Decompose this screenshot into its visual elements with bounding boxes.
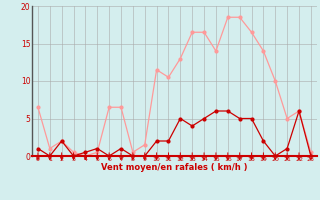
X-axis label: Vent moyen/en rafales ( km/h ): Vent moyen/en rafales ( km/h ): [101, 163, 248, 172]
